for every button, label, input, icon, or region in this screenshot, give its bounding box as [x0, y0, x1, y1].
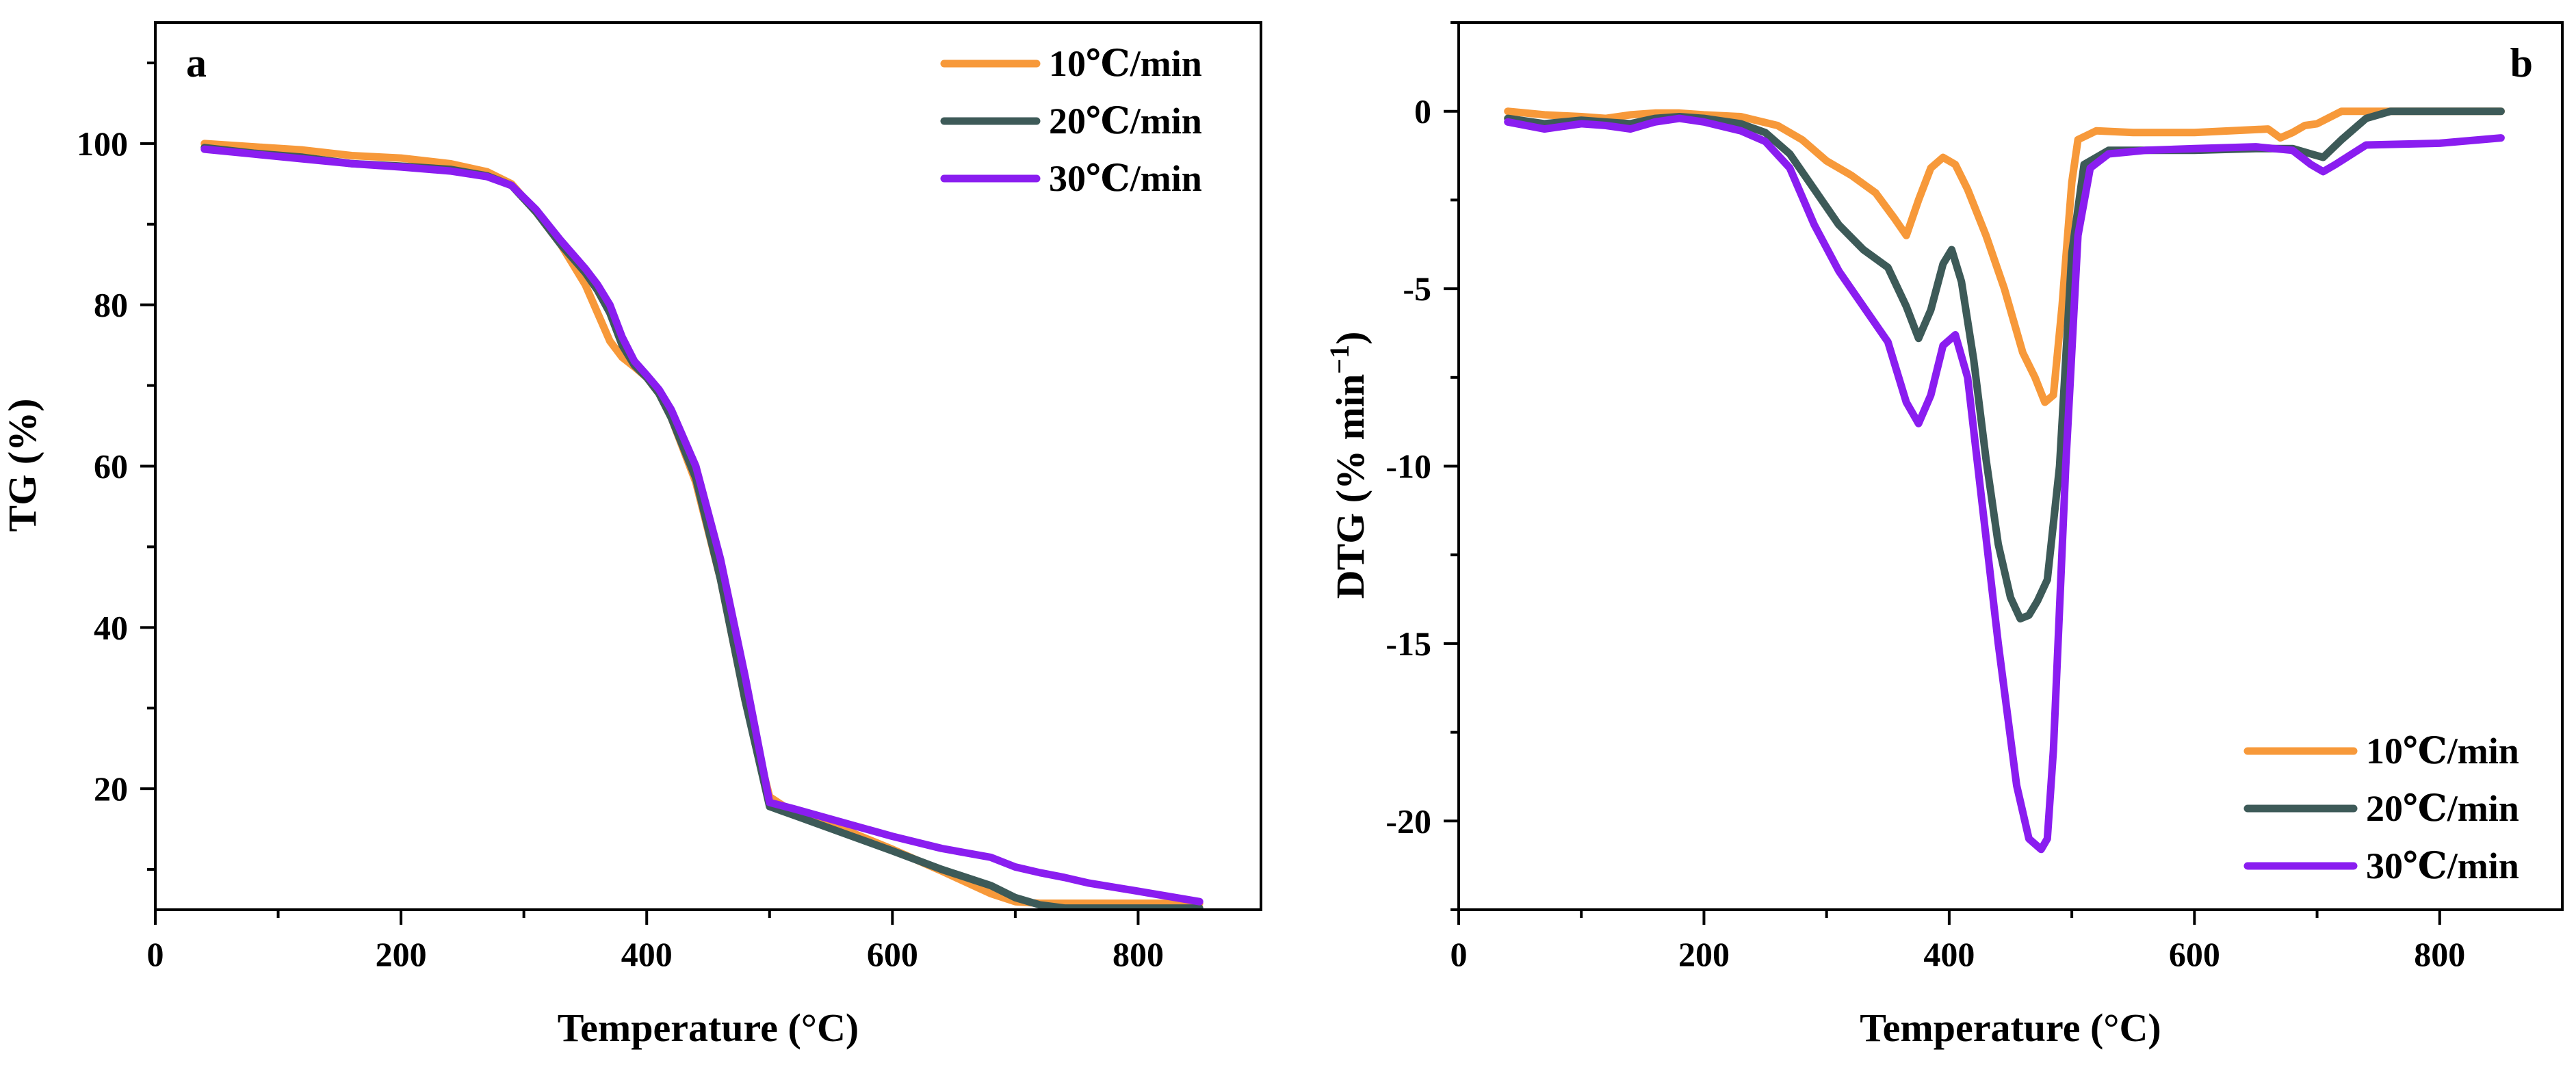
y-tick-label: 100 — [77, 124, 128, 163]
y-tick-label: -5 — [1403, 269, 1431, 308]
series-line-a-2 — [200, 144, 1204, 910]
legend: 10℃/min 20℃/min 30℃/min — [2243, 731, 2519, 886]
series-line-b-2 — [1504, 107, 2505, 623]
series-line-a-3 — [200, 145, 1204, 906]
x-tick-label: 0 — [1450, 935, 1468, 973]
y-tick-label: 20 — [94, 770, 128, 808]
x-axis-title: Temperature (°C) — [1860, 1005, 2161, 1050]
x-axis-title: Temperature (°C) — [558, 1005, 859, 1050]
panel-a: 0 200 400 600 800 20 40 60 80 100 Temperature (°C)… — [0, 21, 1262, 1050]
series-line-b-3 — [1504, 114, 2505, 854]
legend-label: 10℃/min — [1049, 43, 1202, 84]
plot-frame — [1457, 21, 2564, 911]
y-axis-title: TG (%) — [0, 399, 44, 532]
panel-label: b — [2510, 40, 2533, 86]
panel-label: a — [186, 40, 207, 86]
x-tick-label: 800 — [1113, 935, 1164, 973]
y-tick-label: 0 — [1414, 92, 1431, 131]
legend: 10℃/min 20℃/min 30℃/min — [940, 43, 1202, 199]
legend-label: 10℃/min — [2366, 731, 2519, 772]
legend-label: 30℃/min — [2366, 845, 2519, 886]
y-tick-label: 40 — [94, 608, 128, 646]
x-tick-label: 800 — [2414, 935, 2465, 973]
legend-label: 30℃/min — [1049, 158, 1202, 199]
y-axis-title: DTG (% min−1) — [1324, 332, 1372, 599]
y-tick-label: 80 — [94, 286, 128, 324]
y-tick-label: -20 — [1385, 802, 1431, 840]
legend-label: 20℃/min — [2366, 788, 2519, 829]
y-tick-label: -15 — [1385, 624, 1431, 663]
x-tick-label: 600 — [2169, 935, 2220, 973]
x-tick-label: 600 — [867, 935, 918, 973]
x-tick-label: 200 — [1678, 935, 1730, 973]
x-tick-label: 400 — [1923, 935, 1975, 973]
legend-label: 20℃/min — [1049, 101, 1202, 142]
x-tick-label: 200 — [376, 935, 427, 973]
x-tick-label: 400 — [621, 935, 673, 973]
series-line-a-1 — [200, 140, 1204, 908]
y-tick-label: 60 — [94, 447, 128, 486]
y-tick-label: -10 — [1385, 447, 1431, 486]
panel-b: 0 200 400 600 800 0 -5 -10 -15 -20 Temperature (°C… — [1324, 21, 2564, 1050]
x-tick-label: 0 — [147, 935, 164, 973]
